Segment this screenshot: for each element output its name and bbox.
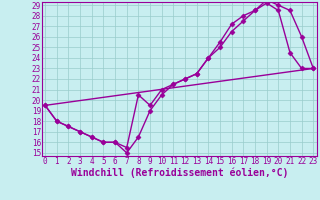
X-axis label: Windchill (Refroidissement éolien,°C): Windchill (Refroidissement éolien,°C) [70, 167, 288, 178]
